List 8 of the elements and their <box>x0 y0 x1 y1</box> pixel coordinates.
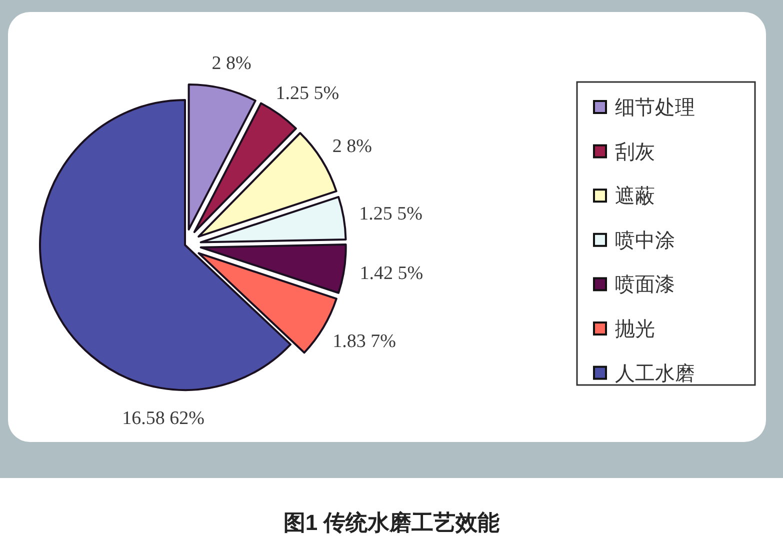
legend-label: 刮灰 <box>615 141 655 164</box>
legend-label: 抛光 <box>615 318 655 340</box>
title: 图1 传统水磨工艺效能 <box>283 510 500 535</box>
legend-label: 遮蔽 <box>615 186 655 208</box>
legend-label: 喷中涂 <box>615 230 675 252</box>
legend-label: 人工水磨 <box>615 362 695 385</box>
legend-label: 细节处理 <box>615 97 695 119</box>
legend-label: 喷面漆 <box>615 274 675 296</box>
